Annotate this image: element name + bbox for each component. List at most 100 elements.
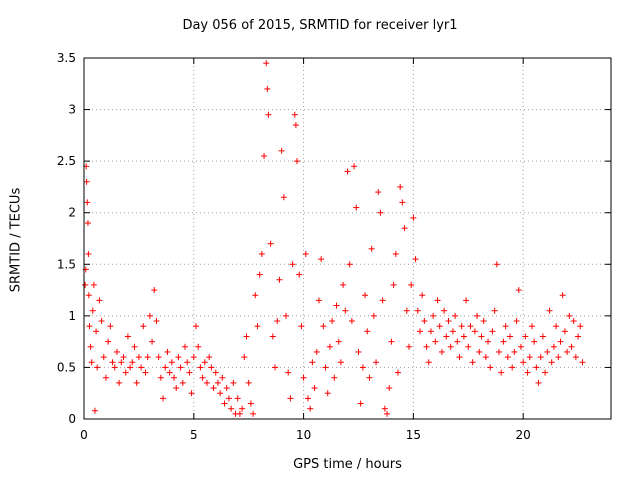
data-point <box>366 374 373 381</box>
data-point <box>313 348 320 355</box>
data-point <box>304 395 311 402</box>
data-point <box>307 405 314 412</box>
data-point <box>465 343 472 350</box>
data-point <box>127 364 134 371</box>
data-point <box>93 328 100 335</box>
grid-layer <box>84 58 611 419</box>
data-point <box>239 405 246 412</box>
data-point <box>100 354 107 361</box>
data-point <box>408 281 415 288</box>
data-point <box>555 354 562 361</box>
data-point <box>522 333 529 340</box>
data-point <box>568 343 575 350</box>
y-tick-label: 1 <box>68 309 76 323</box>
data-point <box>245 379 252 386</box>
data-point <box>190 354 197 361</box>
data-point <box>261 152 268 159</box>
data-point <box>89 307 96 314</box>
data-point <box>388 338 395 345</box>
data-point <box>463 297 470 304</box>
data-point <box>438 348 445 355</box>
data-point <box>107 323 114 330</box>
data-point <box>247 400 254 407</box>
axis-layer: 0 5 10 15 20 0 0.5 1 1.5 2 2.5 3 3.5 <box>57 51 611 442</box>
data-point <box>230 379 237 386</box>
data-point <box>201 359 208 366</box>
data-point <box>566 312 573 319</box>
data-point <box>500 338 507 345</box>
y-tick-label: 2.5 <box>57 154 76 168</box>
data-point <box>414 307 421 314</box>
data-point <box>458 323 465 330</box>
data-point <box>430 312 437 319</box>
data-point <box>469 359 476 366</box>
y-tick-label: 1.5 <box>57 257 76 271</box>
data-point <box>135 354 142 361</box>
data-point <box>449 328 456 335</box>
data-point <box>572 354 579 361</box>
data-point <box>88 359 95 366</box>
data-point <box>498 369 505 376</box>
data-point <box>182 343 189 350</box>
data-point <box>526 354 533 361</box>
data-point <box>221 400 228 407</box>
data-point <box>485 338 492 345</box>
data-point <box>318 256 325 263</box>
data-point <box>166 369 173 376</box>
data-point <box>109 359 116 366</box>
data-point <box>153 318 160 325</box>
data-point <box>289 261 296 268</box>
data-point <box>496 348 503 355</box>
data-point <box>577 323 584 330</box>
data-point <box>267 240 274 247</box>
data-point <box>397 183 404 190</box>
data-point <box>520 359 527 366</box>
data-point <box>199 374 206 381</box>
data-point <box>225 395 232 402</box>
data-point <box>142 369 149 376</box>
data-point <box>340 281 347 288</box>
data-point <box>292 122 299 129</box>
data-point <box>274 318 281 325</box>
data-point <box>399 199 406 206</box>
data-point <box>105 338 112 345</box>
data-point <box>379 297 386 304</box>
data-point <box>436 323 443 330</box>
data-point <box>326 343 333 350</box>
data-point <box>129 359 136 366</box>
data-point <box>195 343 202 350</box>
data-point <box>478 333 485 340</box>
data-point <box>575 333 582 340</box>
points-layer <box>82 60 586 417</box>
data-point <box>83 178 90 185</box>
data-point <box>384 410 391 417</box>
data-point <box>256 271 263 278</box>
data-point <box>434 297 441 304</box>
data-point <box>419 292 426 299</box>
data-point <box>425 359 432 366</box>
data-point <box>91 407 98 414</box>
data-point <box>476 348 483 355</box>
data-point <box>155 354 162 361</box>
data-point <box>164 348 171 355</box>
data-point <box>140 323 147 330</box>
data-point <box>445 318 452 325</box>
data-point <box>210 385 217 392</box>
data-point <box>482 354 489 361</box>
data-point <box>432 338 439 345</box>
data-point <box>252 292 259 299</box>
data-point <box>454 338 461 345</box>
data-point <box>84 220 91 227</box>
data-point <box>87 343 94 350</box>
data-point <box>283 312 290 319</box>
data-point <box>412 256 419 263</box>
data-point <box>197 364 204 371</box>
data-point <box>254 323 261 330</box>
data-point <box>206 354 213 361</box>
data-point <box>405 343 412 350</box>
data-point <box>113 348 120 355</box>
data-point <box>82 281 89 288</box>
data-point <box>285 369 292 376</box>
data-point <box>579 359 586 366</box>
data-point <box>293 158 300 165</box>
